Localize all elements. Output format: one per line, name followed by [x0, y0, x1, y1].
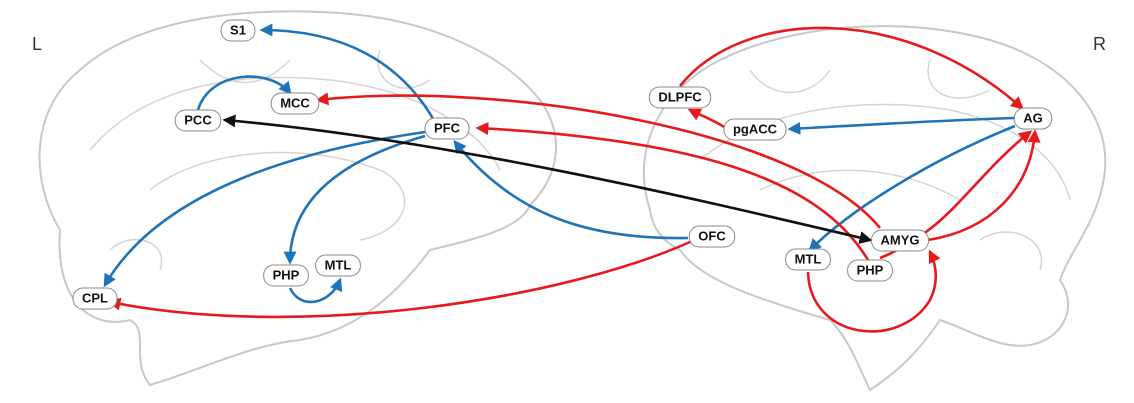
- node: MTL: [315, 254, 361, 277]
- nodes: S1 MCC PCC PFC PHP MTL CPL DLPFC pgACC AG OFC AMYG M…: [72, 19, 1053, 310]
- node: MCC: [270, 92, 320, 115]
- side-label: R: [1093, 34, 1106, 54]
- edge: [222, 114, 873, 244]
- node-label: PCC: [184, 112, 212, 127]
- node: AMYG: [871, 229, 929, 252]
- edge: [288, 277, 343, 304]
- node-label: AG: [1023, 110, 1043, 125]
- edge: [687, 108, 727, 130]
- edge: [259, 23, 437, 123]
- node-label: MTL: [795, 251, 822, 266]
- node-box: [270, 92, 320, 115]
- node-label: DLPFC: [658, 89, 702, 104]
- node-box: [315, 254, 361, 277]
- node-label: PHP: [857, 262, 884, 277]
- node: AG: [1013, 107, 1053, 130]
- node-label: AMYG: [881, 232, 920, 247]
- node: PHP: [263, 264, 309, 287]
- connections: [103, 23, 1041, 333]
- node: PCC: [174, 109, 222, 132]
- node-box: [1013, 107, 1053, 130]
- edge: [196, 75, 292, 111]
- node: MTL: [785, 248, 831, 271]
- node-label: S1: [230, 22, 246, 37]
- node-box: [424, 117, 470, 140]
- node-label: PHP: [273, 267, 300, 282]
- node: OFC: [688, 225, 736, 248]
- edge: [315, 92, 882, 229]
- edge: [806, 249, 941, 333]
- node: CPL: [72, 287, 118, 310]
- node-box: [263, 264, 309, 287]
- node-box: [174, 109, 222, 132]
- node-box: [847, 259, 893, 282]
- node: pgACC: [723, 118, 787, 141]
- node: DLPFC: [648, 86, 712, 109]
- edge: [107, 240, 691, 319]
- node-box: [785, 248, 831, 271]
- edge: [678, 26, 1024, 110]
- side-label: L: [32, 34, 42, 54]
- node-label: PFC: [434, 120, 461, 135]
- node: PFC: [424, 117, 470, 140]
- edge: [103, 130, 426, 288]
- node: PHP: [847, 259, 893, 282]
- node-box: [648, 86, 712, 109]
- node-box: [220, 19, 256, 42]
- node-box: [688, 225, 736, 248]
- node-label: MCC: [280, 95, 310, 110]
- edge: [787, 116, 1016, 135]
- node-label: CPL: [82, 290, 108, 305]
- node-box: [72, 287, 118, 310]
- node-label: OFC: [698, 228, 726, 243]
- node-box: [723, 118, 787, 141]
- brain-outlines: [38, 10, 1107, 392]
- node: S1: [220, 19, 256, 42]
- node-label: pgACC: [733, 121, 778, 136]
- edge: [927, 129, 1041, 242]
- node-box: [871, 229, 929, 252]
- node-label: MTL: [325, 257, 352, 272]
